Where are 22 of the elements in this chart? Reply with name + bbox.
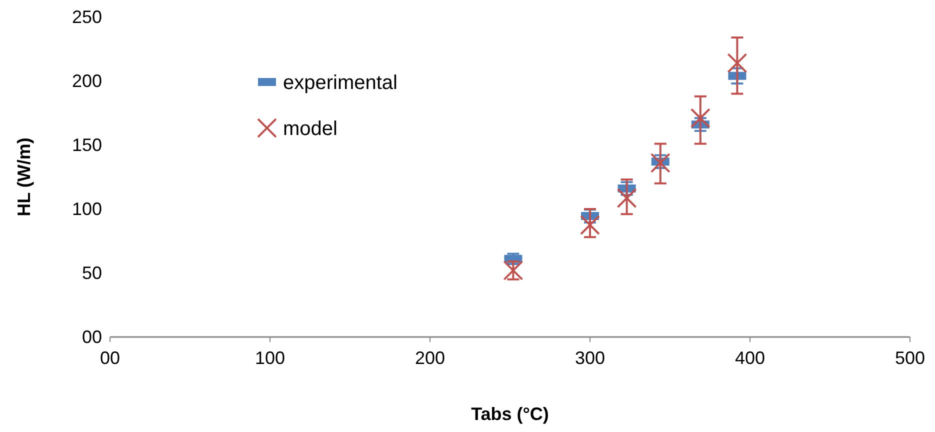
point (580, 215, 600, 235)
x-tick-label: 200 (414, 348, 446, 368)
point (650, 152, 670, 173)
x-axis-title: Tabs (°C) (471, 404, 549, 424)
y-tick-label: 100 (72, 199, 102, 219)
y-tick-label: 50 (82, 263, 102, 283)
point (503, 260, 524, 280)
x-tick-label: 500 (894, 348, 926, 368)
legend-label: experimental (283, 72, 398, 94)
y-tick-label: 00 (82, 327, 102, 347)
legend-label: model (283, 118, 338, 140)
y-tick-label: 250 (72, 7, 102, 27)
x-tick-label: 100 (254, 348, 286, 368)
point (727, 53, 748, 74)
y-tick-label: 150 (72, 135, 102, 155)
point (616, 188, 637, 208)
y-axis-title: HL (W/m) (14, 138, 34, 216)
x-tick-label: 400 (734, 348, 766, 368)
y-tick-label: 200 (72, 71, 102, 91)
x-tick-label: 300 (574, 348, 606, 368)
x-tick-label: 00 (100, 348, 120, 368)
point (690, 108, 710, 128)
